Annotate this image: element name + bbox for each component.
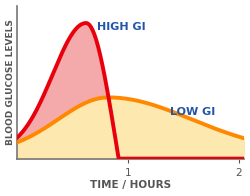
X-axis label: TIME / HOURS: TIME / HOURS — [90, 181, 172, 191]
Text: LOW GI: LOW GI — [170, 107, 216, 117]
Y-axis label: BLOOD GLUCOSE LEVELS: BLOOD GLUCOSE LEVELS — [6, 19, 15, 145]
Text: HIGH GI: HIGH GI — [97, 22, 146, 32]
